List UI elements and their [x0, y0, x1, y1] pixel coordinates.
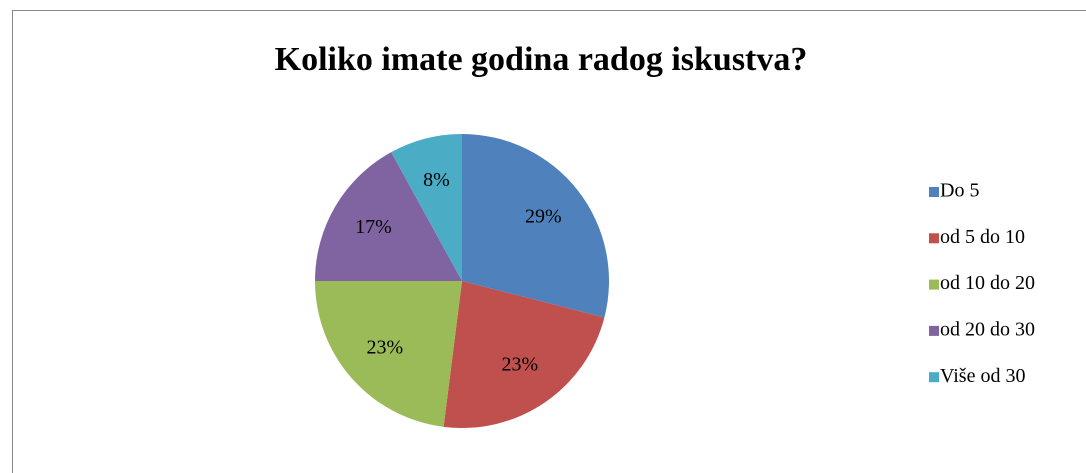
legend-label: od 20 do 30 [940, 318, 1035, 340]
legend-swatch [929, 233, 939, 244]
data-label: 17% [355, 216, 392, 238]
legend-swatch [929, 279, 939, 290]
data-label: 8% [423, 169, 450, 191]
pie-slice [462, 134, 609, 318]
legend-label: Do 5 [940, 180, 979, 202]
data-label: 29% [525, 206, 562, 228]
legend-label: od 10 do 20 [940, 272, 1035, 294]
legend-label: Više od 30 [940, 365, 1025, 387]
data-label: 23% [502, 354, 539, 376]
legend-swatch [929, 187, 939, 197]
legend-swatch [929, 325, 939, 336]
data-label: 23% [366, 337, 403, 359]
pie-slice [315, 152, 462, 281]
pie-slice [443, 281, 605, 428]
pie-slice [315, 281, 462, 427]
legend-swatch [929, 372, 939, 383]
chart-title: Koliko imate godina radog iskustva? [275, 41, 808, 78]
pie-slice [391, 134, 462, 281]
legend-label: od 5 do 10 [940, 226, 1025, 248]
